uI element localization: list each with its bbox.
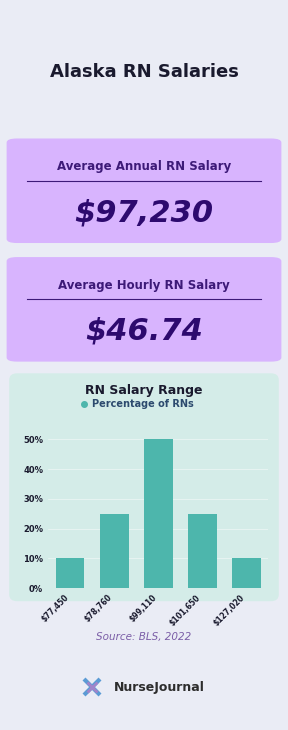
Text: RN Salary Range: RN Salary Range — [85, 384, 203, 397]
Text: $46.74: $46.74 — [85, 317, 203, 346]
FancyBboxPatch shape — [7, 139, 281, 243]
FancyBboxPatch shape — [9, 373, 279, 602]
Text: Source: BLS, 2022: Source: BLS, 2022 — [96, 632, 192, 642]
Text: Average Hourly RN Salary: Average Hourly RN Salary — [58, 279, 230, 292]
FancyBboxPatch shape — [7, 257, 281, 361]
Text: NurseJournal: NurseJournal — [114, 681, 205, 694]
Text: Percentage of RNs: Percentage of RNs — [92, 399, 194, 409]
Text: Alaska RN Salaries: Alaska RN Salaries — [50, 64, 238, 81]
Text: $97,230: $97,230 — [74, 199, 214, 227]
Text: Average Annual RN Salary: Average Annual RN Salary — [57, 160, 231, 173]
